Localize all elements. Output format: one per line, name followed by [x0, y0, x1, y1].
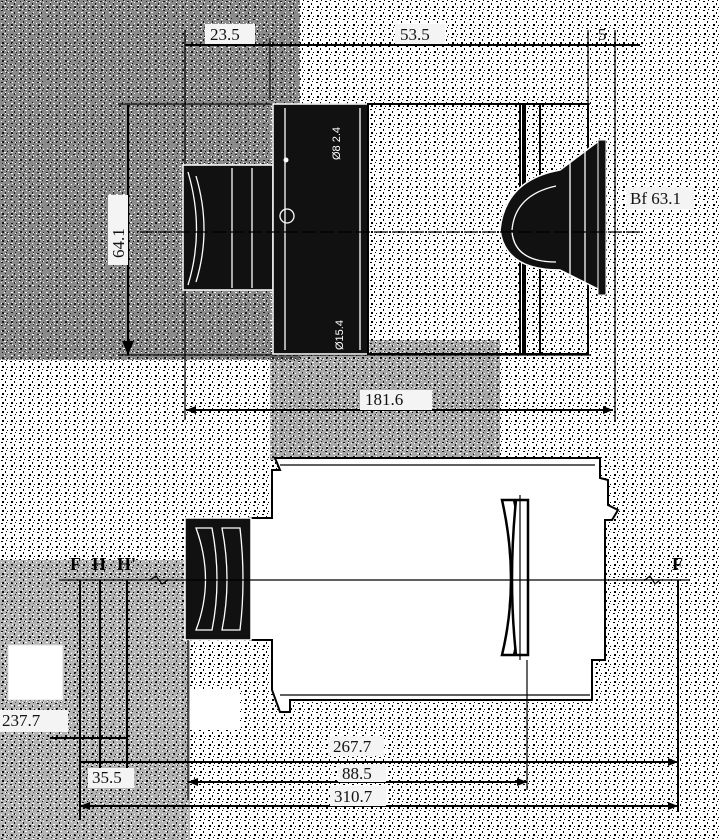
focus-pin-icon [279, 208, 295, 224]
dim-label-88-5: 88.5 [342, 764, 372, 783]
front-lens-2 [221, 527, 244, 631]
dim-label-5: 5 [598, 25, 607, 44]
point-h-front: H [92, 554, 106, 574]
dim-label-310-7: 310.7 [334, 787, 373, 806]
blank-label-box-2 [190, 690, 240, 730]
dim-label-64-1: 64.1 [109, 228, 128, 258]
back-focus-label: Bf 63.1 [630, 189, 681, 208]
top-view: 23.5 53.5 5 64.1 Ø8 2.4 Ø15.4 [108, 24, 694, 420]
front-element [187, 171, 198, 286]
front-lens-1 [195, 527, 218, 631]
point-h-prime: H' [117, 554, 136, 574]
dim-label-181-6: 181.6 [365, 390, 403, 409]
side-text-upper: Ø8 2.4 [331, 127, 343, 160]
dim-label-237-7: 237.7 [2, 711, 41, 730]
front-doublet-group [184, 517, 252, 641]
bottom-view: F H H' F 237.7 35.5 267.7 88.5 [0, 457, 690, 820]
dim-label-35-5: 35.5 [92, 768, 122, 787]
dim-label-53-5: 53.5 [400, 25, 430, 44]
rear-flange [597, 139, 607, 296]
aperture-marker-icon [283, 157, 289, 163]
point-f-back: F [672, 554, 683, 574]
dim-label-267-7: 267.7 [333, 737, 372, 756]
blank-label-box-1 [7, 644, 64, 701]
dim-label-23-5: 23.5 [210, 25, 240, 44]
lens-body-mount [272, 103, 369, 355]
point-f-front: F [70, 554, 81, 574]
side-text-lower: Ø15.4 [334, 320, 346, 350]
